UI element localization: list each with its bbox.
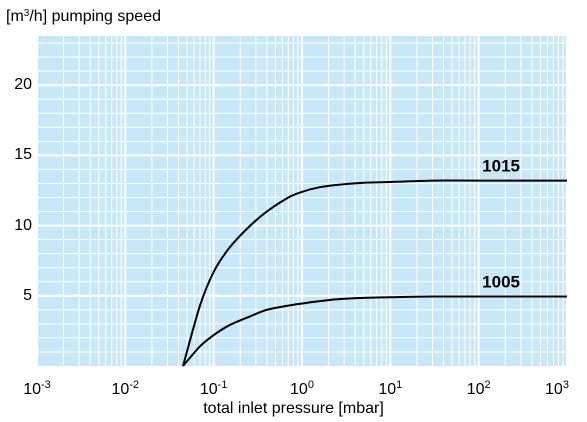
grid-lines xyxy=(36,36,568,366)
x-tick-label: 103 xyxy=(545,379,569,398)
curve-label-1005: 1005 xyxy=(482,272,520,291)
x-tick-label: 10-3 xyxy=(23,379,51,398)
x-tick-label: 101 xyxy=(378,379,403,398)
curve-1015 xyxy=(182,179,567,367)
x-tick-label: 100 xyxy=(290,379,314,398)
curves xyxy=(182,179,567,367)
x-tick-label: 102 xyxy=(466,379,491,398)
x-axis-label: total inlet pressure [mbar] xyxy=(203,400,384,417)
curve-labels: 1015 1005 xyxy=(482,157,520,292)
y-tick-label: 15 xyxy=(14,146,32,164)
x-tick-label: 10-2 xyxy=(111,379,140,398)
y-tick-label: 10 xyxy=(14,216,32,234)
y-axis-label: [m3/h] pumping speed xyxy=(6,8,161,25)
y-tick-label: 5 xyxy=(23,286,32,304)
curve-label-1015: 1015 xyxy=(482,157,520,176)
y-tick-label: 20 xyxy=(14,76,32,94)
curve-1005 xyxy=(182,295,567,367)
x-tick-label: 10-1 xyxy=(199,379,228,398)
